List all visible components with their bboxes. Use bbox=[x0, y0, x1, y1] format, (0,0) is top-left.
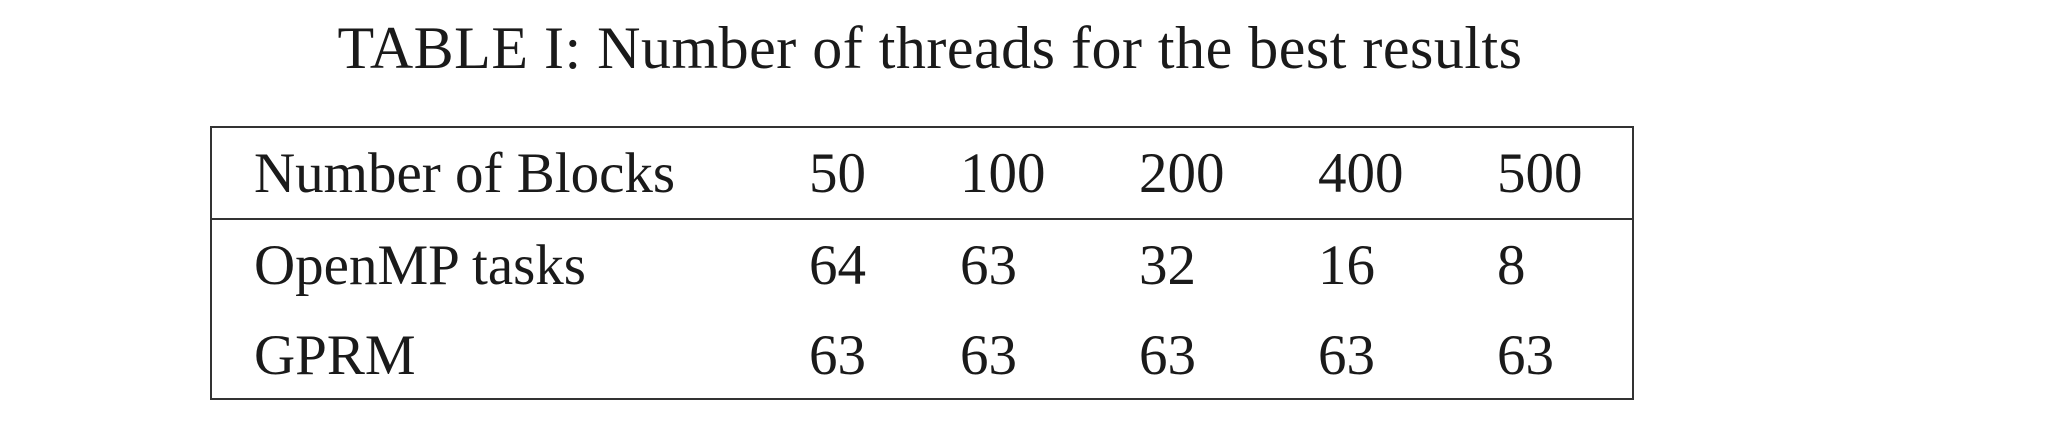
table-cell: 63 bbox=[1318, 324, 1375, 387]
table-cell: 64 bbox=[809, 234, 866, 297]
header-cell: 50 bbox=[809, 142, 866, 205]
header-cell: Number of Blocks bbox=[254, 142, 676, 205]
table-cell: 63 bbox=[1497, 324, 1554, 387]
table-caption: TABLE I: Number of threads for the best … bbox=[337, 15, 1523, 81]
header-cell: 200 bbox=[1139, 142, 1225, 205]
table-cell: 8 bbox=[1497, 234, 1526, 297]
table-cell: 32 bbox=[1139, 234, 1196, 297]
table-cell: 16 bbox=[1318, 234, 1375, 297]
row-label: GPRM bbox=[254, 324, 416, 387]
header-cell: 500 bbox=[1497, 142, 1583, 205]
header-cell: 100 bbox=[960, 142, 1046, 205]
table-cell: 63 bbox=[960, 234, 1017, 297]
threads-table: Number of Blocks 50 100 200 400 500 Open… bbox=[210, 126, 1634, 400]
table-cell: 63 bbox=[960, 324, 1017, 387]
row-label: OpenMP tasks bbox=[254, 234, 586, 297]
table-cell: 63 bbox=[809, 324, 866, 387]
table-cell: 63 bbox=[1139, 324, 1196, 387]
header-divider bbox=[212, 218, 1632, 220]
header-cell: 400 bbox=[1318, 142, 1404, 205]
